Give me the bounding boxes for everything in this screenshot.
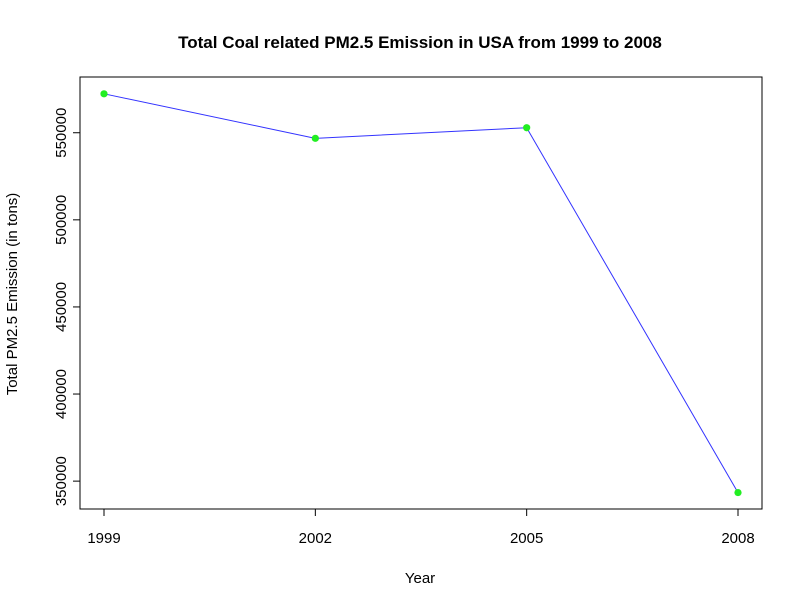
series-line [103,93,739,493]
data-point [100,90,108,98]
x-tick-label: 1999 [87,530,120,547]
plot-area [79,76,763,510]
y-tick-label: 400000 [53,369,70,419]
y-tick-label: 450000 [53,282,70,332]
data-point [311,134,319,142]
y-axis-label: Total PM2.5 Emission (in tons) [4,193,21,396]
data-point [523,124,531,132]
x-tick-label: 2005 [510,530,543,547]
x-axis: 1999 2002 2005 2008 [87,509,755,547]
y-tick-label: 350000 [53,456,70,506]
y-tick-label: 500000 [53,195,70,245]
series-line-path [103,93,739,493]
y-axis: 350000 400000 450000 500000 550000 [53,108,80,506]
chart-title: Total Coal related PM2.5 Emission in USA… [178,33,662,52]
x-tick-label: 2002 [299,530,332,547]
y-tick-label: 550000 [53,108,70,158]
x-tick-label: 2008 [721,530,754,547]
data-point [734,488,742,497]
x-axis-label: Year [405,570,435,587]
data-markers [100,90,742,497]
